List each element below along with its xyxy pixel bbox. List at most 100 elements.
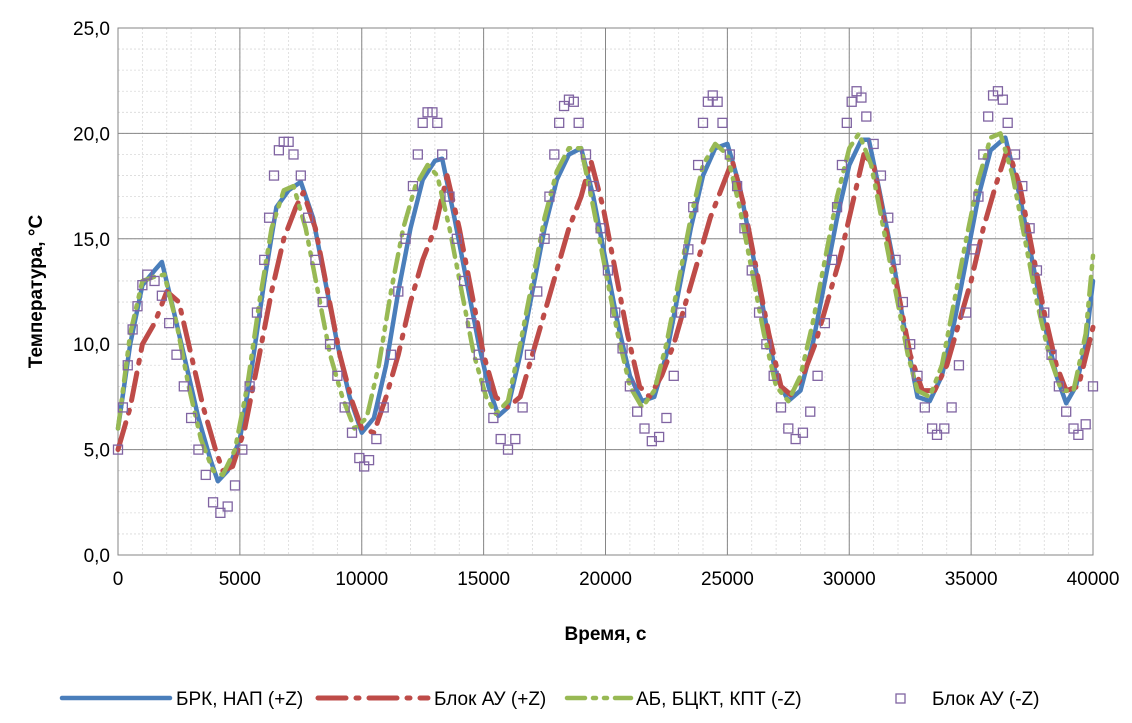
data-point-marker xyxy=(222,501,233,512)
data-point-marker xyxy=(639,423,650,434)
data-point-marker xyxy=(653,431,665,443)
data-point-marker xyxy=(692,159,704,171)
data-point-marker xyxy=(761,339,772,350)
data-point-marker xyxy=(495,433,506,445)
data-point-marker xyxy=(339,402,350,413)
y-tick-label: 20,0 xyxy=(73,124,110,145)
data-point-marker xyxy=(912,370,923,381)
data-point-marker xyxy=(973,191,984,202)
data-point-marker xyxy=(432,117,443,129)
data-point-marker xyxy=(363,454,375,466)
data-point-marker xyxy=(588,180,599,192)
data-point-marker xyxy=(466,317,477,329)
data-point-marker xyxy=(444,191,455,202)
data-point-marker xyxy=(1017,180,1028,192)
series-2 xyxy=(115,145,1096,474)
data-point-marker xyxy=(790,433,801,445)
data-point-marker xyxy=(251,307,263,318)
data-point-marker xyxy=(890,254,901,266)
data-point-marker xyxy=(407,180,419,192)
x-axis-title: Время, с xyxy=(565,624,647,645)
x-tick-label: 40000 xyxy=(1067,569,1120,590)
data-point-marker xyxy=(595,223,606,234)
data-point-marker xyxy=(237,444,248,455)
data-point-marker xyxy=(768,370,779,381)
y-tick-label: 0,0 xyxy=(84,546,110,567)
data-point-marker xyxy=(568,96,579,107)
legend-label: Блок АУ (-Z) xyxy=(932,689,1040,710)
data-point-marker xyxy=(939,423,950,434)
data-point-marker xyxy=(400,233,411,244)
series-line xyxy=(115,145,1096,474)
data-point-marker xyxy=(717,117,728,129)
data-point-marker xyxy=(524,349,536,360)
data-point-marker xyxy=(1087,381,1099,392)
data-point-marker xyxy=(819,317,831,329)
data-point-marker xyxy=(156,290,168,301)
data-point-marker xyxy=(1009,149,1021,160)
x-axis-tick-labels: 0 5000 10000 15000 20000 25000 30000 35000 40000 xyxy=(113,569,1120,590)
data-point-marker xyxy=(953,360,965,371)
data-point-marker xyxy=(805,406,816,417)
data-point-marker xyxy=(1073,429,1084,440)
data-point-marker xyxy=(783,423,794,434)
data-point-marker xyxy=(268,170,280,181)
data-point-marker xyxy=(178,381,189,392)
data-point-marker xyxy=(393,286,404,297)
data-point-marker xyxy=(775,402,787,413)
series-3 xyxy=(115,131,1096,478)
data-point-marker xyxy=(868,138,879,150)
data-point-marker xyxy=(617,343,628,354)
data-point-marker xyxy=(919,402,930,413)
data-point-marker xyxy=(164,317,175,329)
legend-item-4: Блок АУ (-Z) xyxy=(895,689,1040,710)
data-point-marker xyxy=(549,149,560,160)
data-point-marker xyxy=(573,117,584,129)
legend-swatch xyxy=(895,693,906,704)
data-point-marker xyxy=(661,412,672,424)
legend-label: АБ, БЦКТ, КПТ (-Z) xyxy=(636,689,802,710)
data-point-marker xyxy=(112,444,124,455)
x-tick-label: 10000 xyxy=(335,569,388,590)
data-point-marker xyxy=(931,429,943,440)
x-tick-label: 35000 xyxy=(945,569,998,590)
legend: БРК, НАП (+Z) Блок АУ (+Z) АБ, БЦКТ, КПТ (… xyxy=(59,689,1040,710)
data-point-marker xyxy=(302,212,314,223)
x-tick-label: 15000 xyxy=(457,569,510,590)
data-point-marker xyxy=(288,149,299,160)
legend-item-1: БРК, НАП (+Z) xyxy=(59,689,303,710)
data-point-marker xyxy=(875,170,887,181)
data-point-marker xyxy=(1080,419,1091,430)
data-point-marker xyxy=(427,107,438,118)
data-point-marker xyxy=(244,381,255,392)
data-point-marker xyxy=(185,412,197,424)
data-point-marker xyxy=(753,307,765,318)
x-tick-label: 20000 xyxy=(579,569,632,590)
data-point-marker xyxy=(897,296,909,308)
data-point-marker xyxy=(324,339,336,350)
y-tick-label: 10,0 xyxy=(73,335,110,356)
data-point-marker xyxy=(812,370,823,381)
data-point-marker xyxy=(1046,349,1057,360)
x-tick-label: 5000 xyxy=(219,569,261,590)
legend-item-3: АБ, БЦКТ, КПТ (-Z) xyxy=(564,689,802,710)
data-point-marker xyxy=(149,275,160,287)
series-line xyxy=(115,131,1096,478)
y-axis-title: Температура, °С xyxy=(26,215,47,369)
data-point-marker xyxy=(310,254,321,266)
data-point-marker xyxy=(371,433,382,445)
legend-label: Блок АУ (+Z) xyxy=(434,689,546,710)
data-point-marker xyxy=(697,117,709,129)
legend-label: БРК, НАП (+Z) xyxy=(176,689,303,710)
data-point-marker xyxy=(488,412,499,424)
data-point-marker xyxy=(856,92,867,103)
data-point-marker xyxy=(510,433,521,445)
data-point-marker xyxy=(283,136,294,147)
data-point-marker xyxy=(1031,265,1043,276)
data-point-marker xyxy=(1053,381,1065,392)
y-tick-label: 5,0 xyxy=(84,441,110,462)
data-point-marker xyxy=(473,349,484,360)
data-point-marker xyxy=(739,223,750,234)
data-point-marker xyxy=(624,381,636,392)
